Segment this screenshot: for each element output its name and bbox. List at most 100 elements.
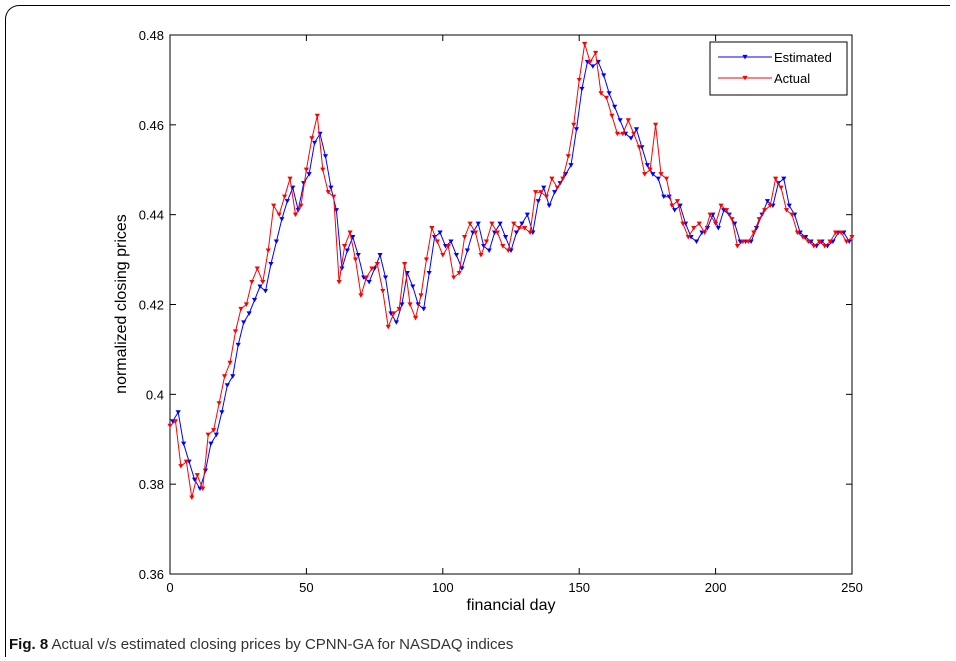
data-point-estimated xyxy=(333,208,340,213)
data-point-actual xyxy=(838,230,844,235)
data-point-actual xyxy=(369,266,375,271)
legend-label-estimated: Estimated xyxy=(774,50,832,65)
data-point-estimated xyxy=(257,284,263,289)
data-point-estimated xyxy=(437,230,443,235)
data-point-actual xyxy=(565,154,571,159)
x-tick-label: 0 xyxy=(166,580,173,595)
data-point-actual xyxy=(603,95,610,101)
data-point-actual xyxy=(238,306,244,312)
data-point-estimated xyxy=(399,302,405,307)
data-point-actual xyxy=(429,226,435,231)
data-point-actual xyxy=(723,208,730,213)
caption-text: Actual v/s estimated closing prices by C… xyxy=(51,636,514,653)
data-point-actual xyxy=(707,212,713,218)
y-tick-label: 0.44 xyxy=(139,208,164,223)
data-point-estimated xyxy=(191,477,198,483)
data-point-estimated xyxy=(497,221,503,226)
data-point-actual xyxy=(281,194,288,200)
data-point-estimated xyxy=(448,239,454,244)
data-point-estimated xyxy=(464,248,470,253)
legend-label-actual: Actual xyxy=(774,71,810,86)
data-point-actual xyxy=(702,230,708,235)
data-point-estimated xyxy=(453,253,460,258)
data-point-actual xyxy=(560,176,566,182)
data-point-actual xyxy=(794,230,801,235)
data-point-actual xyxy=(352,257,359,262)
plot-area xyxy=(169,34,853,575)
x-axis-ticks: 0 50 100 150 200 250 xyxy=(166,35,863,595)
data-point-actual xyxy=(833,230,839,235)
data-point-actual xyxy=(462,235,468,240)
data-point-actual xyxy=(647,167,653,173)
y-tick-label: 0.42 xyxy=(139,298,164,313)
data-point-estimated xyxy=(322,154,329,159)
data-point-actual xyxy=(216,401,222,406)
data-point-estimated xyxy=(421,306,427,312)
data-point-estimated xyxy=(350,235,356,240)
data-point-estimated xyxy=(519,221,525,226)
data-point-actual xyxy=(271,203,277,209)
data-point-actual xyxy=(189,495,195,500)
data-point-actual xyxy=(451,275,457,280)
data-point-actual xyxy=(543,194,550,200)
data-point-actual xyxy=(336,279,342,285)
data-point-actual xyxy=(674,199,681,204)
data-point-actual xyxy=(691,226,697,231)
data-point-actual xyxy=(205,432,211,438)
data-point-actual xyxy=(489,221,495,226)
data-point-actual xyxy=(494,230,500,235)
data-point-actual xyxy=(440,253,446,258)
figure-number: Fig. 8 xyxy=(9,636,49,653)
data-point-estimated xyxy=(601,73,607,78)
data-point-estimated xyxy=(617,118,623,123)
data-point-actual xyxy=(347,230,353,235)
data-point-actual xyxy=(652,122,659,128)
data-point-estimated xyxy=(268,261,274,267)
data-point-actual xyxy=(783,208,790,213)
x-tick-label: 150 xyxy=(568,580,590,595)
data-point-actual xyxy=(663,176,670,182)
data-point-actual xyxy=(320,167,326,173)
data-point-actual xyxy=(614,131,620,137)
data-point-estimated xyxy=(251,297,258,303)
data-point-actual xyxy=(402,261,408,267)
data-point-actual xyxy=(538,190,544,195)
data-point-actual xyxy=(609,113,615,119)
data-point-estimated xyxy=(677,203,683,209)
y-tick-label: 0.48 xyxy=(139,28,164,43)
data-point-actual xyxy=(713,221,719,226)
data-point-estimated xyxy=(502,235,509,240)
data-point-estimated xyxy=(606,91,612,96)
data-point-actual xyxy=(412,315,419,321)
x-tick-label: 100 xyxy=(432,580,454,595)
data-point-actual xyxy=(571,122,577,128)
data-point-estimated xyxy=(732,221,738,226)
data-point-actual xyxy=(685,235,691,240)
data-point-estimated xyxy=(235,342,241,348)
data-point-actual xyxy=(767,203,773,209)
data-point-estimated xyxy=(764,199,771,204)
data-point-actual xyxy=(363,275,370,280)
y-tick-label: 0.46 xyxy=(139,118,164,133)
data-point-actual xyxy=(172,419,179,424)
data-point-actual xyxy=(729,217,735,222)
data-point-actual xyxy=(456,270,462,276)
data-point-actual xyxy=(636,145,642,150)
data-point-estimated xyxy=(377,253,383,258)
x-tick-label: 250 xyxy=(841,580,863,595)
data-point-actual xyxy=(227,360,233,366)
data-point-estimated xyxy=(781,176,787,182)
y-tick-label: 0.38 xyxy=(139,477,164,492)
data-point-actual xyxy=(434,239,440,244)
data-point-actual xyxy=(734,244,741,249)
data-point-estimated xyxy=(328,185,334,191)
data-point-actual xyxy=(260,279,266,285)
data-point-actual xyxy=(211,428,217,433)
data-point-estimated xyxy=(284,199,290,204)
data-point-estimated xyxy=(382,275,389,280)
data-point-estimated xyxy=(273,239,279,244)
data-point-actual xyxy=(505,248,511,253)
data-point-actual xyxy=(467,221,473,226)
data-point-actual xyxy=(740,239,746,244)
